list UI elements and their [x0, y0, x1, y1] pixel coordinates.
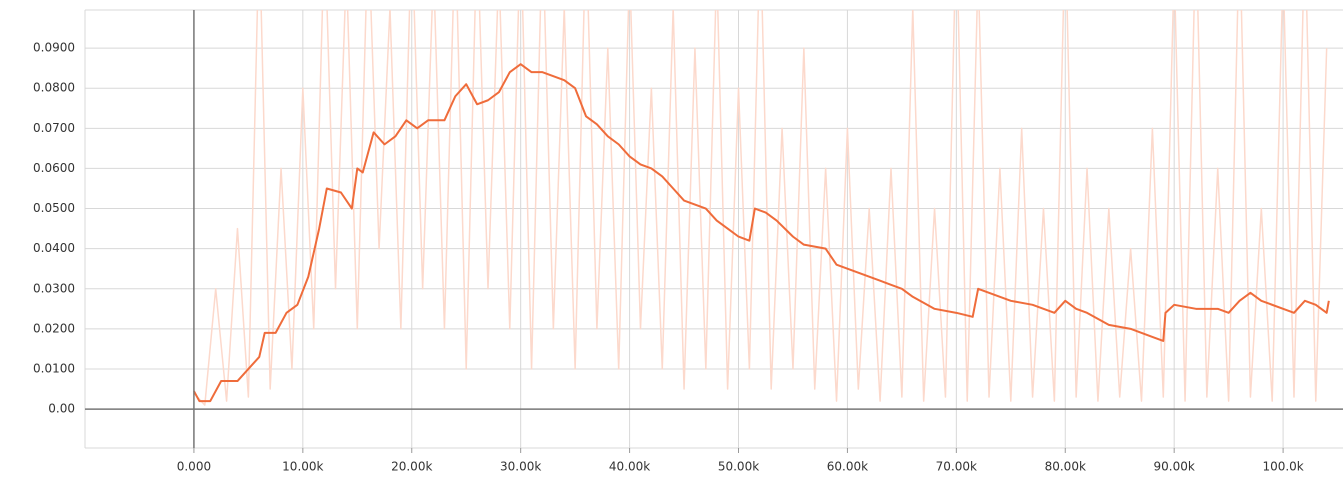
y-tick-label: 0.0500 [33, 201, 75, 215]
x-tick-label: 50.00k [718, 460, 759, 474]
x-tick-label: 30.00k [500, 460, 541, 474]
y-tick-label: 0.0800 [33, 81, 75, 95]
x-tick-label: 90.00k [1154, 460, 1195, 474]
x-tick-label: 10.00k [282, 460, 323, 474]
x-tick-label: 80.00k [1045, 460, 1086, 474]
series-line [193, 10, 1328, 406]
x-tick-label: 100.0k [1262, 460, 1303, 474]
x-tick-label: 0.000 [177, 460, 211, 474]
y-tick-label: 0.00 [48, 402, 75, 416]
y-tick-label: 0.0200 [33, 321, 75, 335]
y-tick-label: 0.0300 [33, 281, 75, 295]
x-tick-label: 60.00k [827, 460, 868, 474]
y-tick-label: 0.0100 [33, 361, 75, 375]
y-tick-label: 0.0900 [33, 41, 75, 55]
x-tick-label: 40.00k [609, 460, 650, 474]
y-tick-label: 0.0600 [33, 161, 75, 175]
series-line [193, 63, 1330, 403]
y-tick-label: 0.0700 [33, 121, 75, 135]
y-tick-label: 0.0400 [33, 241, 75, 255]
x-tick-label: 20.00k [391, 460, 432, 474]
x-tick-label: 70.00k [936, 460, 977, 474]
